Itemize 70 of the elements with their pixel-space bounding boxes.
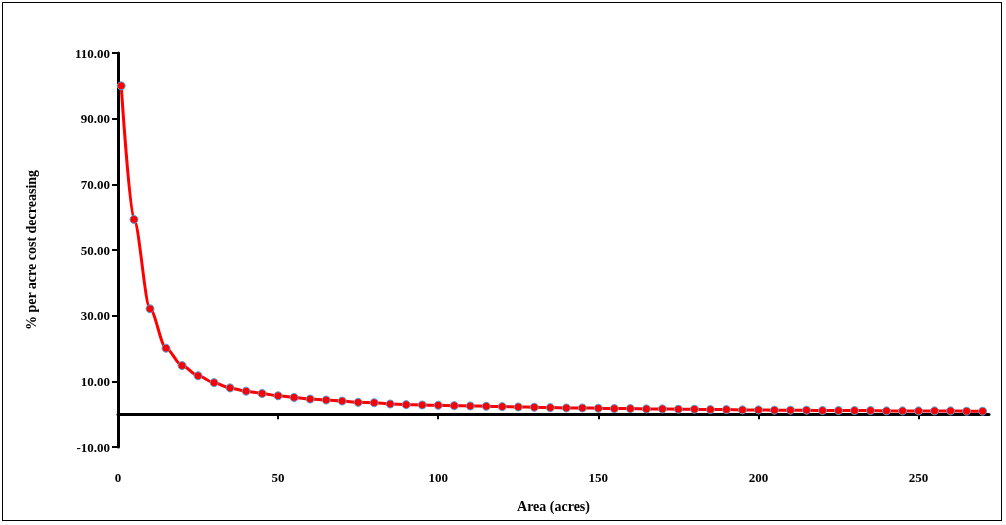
point (417, 400, 427, 410)
point (529, 402, 539, 412)
point (481, 401, 491, 411)
point (369, 398, 379, 408)
y-tick-label: 70.00 (80, 176, 110, 192)
point (273, 391, 283, 401)
point (577, 403, 587, 413)
point (769, 405, 779, 415)
y-tick-label: 50.00 (80, 242, 110, 258)
point (914, 406, 924, 416)
point (545, 403, 555, 413)
point (946, 406, 956, 416)
point (353, 397, 363, 407)
x-tick-label: 0 (114, 470, 122, 485)
point (978, 406, 988, 416)
point (801, 405, 811, 415)
point (289, 392, 299, 402)
point (209, 378, 219, 388)
point (930, 406, 940, 416)
point (721, 405, 731, 415)
point (898, 406, 908, 416)
point (433, 400, 443, 410)
point (753, 405, 763, 415)
point (785, 405, 795, 415)
point (850, 406, 860, 416)
point (705, 405, 715, 415)
y-axis-title: % per acre cost decreasing (23, 169, 39, 331)
point (337, 396, 347, 406)
point (513, 402, 523, 412)
y-tick-label: 10.00 (80, 373, 110, 389)
point (401, 400, 411, 410)
x-axis-title: Area (acres) (517, 498, 591, 515)
x-tick-label: 100 (428, 470, 448, 485)
y-tick-label: 110.00 (74, 45, 110, 61)
point (129, 214, 139, 224)
y-tick-label: -10.00 (76, 439, 110, 455)
point (193, 371, 203, 381)
point (225, 383, 235, 393)
point (116, 81, 126, 91)
point (145, 304, 155, 314)
point (465, 401, 475, 411)
point (625, 404, 635, 414)
point (449, 401, 459, 411)
point (641, 404, 651, 414)
x-tick-label: 250 (908, 470, 929, 485)
point (177, 361, 187, 371)
point (962, 406, 972, 416)
point (385, 399, 395, 409)
point (561, 403, 571, 413)
point (161, 343, 171, 353)
x-tick-label: 200 (748, 470, 769, 485)
point (737, 405, 747, 415)
y-tick-label: 90.00 (80, 111, 110, 127)
point (866, 406, 876, 416)
y-tick-label: 30.00 (80, 308, 110, 324)
point (817, 406, 827, 416)
point (609, 404, 619, 414)
point (305, 394, 315, 404)
point (593, 403, 603, 413)
point (321, 395, 331, 405)
point (497, 402, 507, 412)
point (673, 404, 683, 414)
point (257, 388, 267, 398)
x-tick-label: 50 (271, 470, 285, 485)
point (834, 406, 843, 416)
point (241, 386, 251, 396)
point (689, 404, 699, 414)
point (882, 406, 892, 416)
x-tick-label: 150 (588, 470, 609, 485)
point (657, 404, 667, 414)
